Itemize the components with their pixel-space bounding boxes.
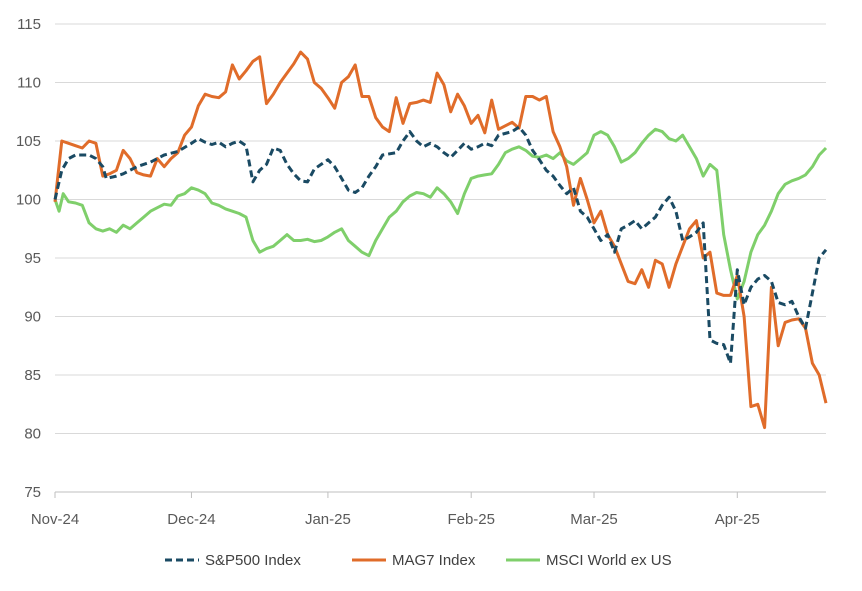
x-axis: Nov-24 Dec-24 Jan-25 Feb-25 Mar-25 Apr-25 [31, 491, 826, 528]
y-tick-label: 85 [24, 367, 41, 384]
y-tick-label: 80 [24, 426, 41, 443]
y-tick-label: 115 [17, 16, 41, 33]
series-layer [53, 50, 828, 430]
y-tick-label: 100 [16, 192, 41, 209]
legend-label: MAG7 Index [392, 552, 476, 569]
x-tick-label: Jan-25 [305, 511, 351, 528]
x-tick-label: Apr-25 [715, 511, 760, 528]
y-tick-label: 110 [17, 75, 41, 92]
series-line-msci-world-ex-us [53, 127, 828, 301]
x-tick-label: Dec-24 [167, 511, 215, 528]
y-tick-label: 95 [24, 250, 41, 267]
legend-label: S&P500 Index [205, 552, 301, 569]
y-tick-label: 75 [24, 484, 41, 501]
x-tick-label: Feb-25 [447, 511, 495, 528]
gridlines [55, 23, 826, 434]
x-tick-label: Mar-25 [570, 511, 618, 528]
series-line-mag7-index [53, 50, 828, 430]
y-tick-label: 90 [24, 309, 41, 326]
legend-label: MSCI World ex US [546, 552, 672, 569]
legend: S&P500 Index MAG7 Index MSCI World ex US [165, 552, 672, 569]
y-tick-label: 105 [16, 133, 41, 150]
x-tick-label: Nov-24 [31, 511, 79, 528]
y-axis-tick-labels: 75 80 85 90 95 100 105 110 115 [16, 16, 41, 501]
series-line-s-p500-index [53, 125, 828, 365]
